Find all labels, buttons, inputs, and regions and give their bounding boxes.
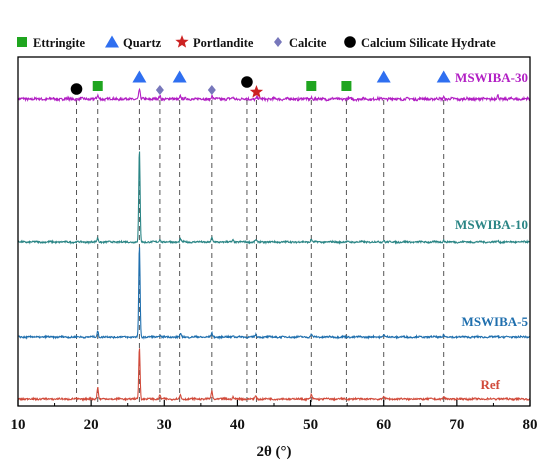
circle-icon xyxy=(344,36,356,48)
square-icon xyxy=(92,81,103,91)
series-label: MSWIBA-10 xyxy=(455,217,528,232)
legend-item: Calcium Silicate Hydrate xyxy=(344,36,496,50)
phase-guide-lines xyxy=(76,100,445,406)
plot-frame xyxy=(17,56,531,407)
star-icon xyxy=(175,35,189,48)
legend-item: Calcite xyxy=(274,36,327,50)
x-tick-label: 40 xyxy=(230,417,245,433)
triangle-icon xyxy=(132,70,147,83)
x-tick-label: 80 xyxy=(523,417,538,433)
legend-label: Quartz xyxy=(123,36,162,50)
legend-label: Calcium Silicate Hydrate xyxy=(361,36,496,50)
x-tick-label: 50 xyxy=(303,417,318,433)
legend-label: Portlandite xyxy=(193,36,254,50)
legend-item: Portlandite xyxy=(175,35,254,50)
star-icon xyxy=(249,85,264,98)
legend: Ettringite Quartz Portlandite Calcite Calciu… xyxy=(17,35,496,50)
series-labels: MSWIBA-30 MSWIBA-10 MSWIBA-5 Ref xyxy=(455,70,528,392)
x-tick-label: 30 xyxy=(157,417,172,433)
square-icon xyxy=(306,81,317,91)
diamond-icon xyxy=(207,85,216,95)
x-tick-label: 10 xyxy=(11,417,26,433)
triangle-icon xyxy=(172,70,187,83)
legend-label: Calcite xyxy=(289,36,327,50)
circle-icon xyxy=(70,83,83,95)
diamond-icon xyxy=(155,85,164,95)
legend-item: Ettringite xyxy=(17,36,86,50)
x-tick-label: 20 xyxy=(84,417,99,433)
circle-icon xyxy=(241,76,253,88)
triangle-icon xyxy=(105,35,119,48)
x-tick-label: 70 xyxy=(449,417,464,433)
xrd-trace xyxy=(17,151,530,245)
xrd-trace xyxy=(17,87,531,103)
x-axis-ticks: 10 20 30 40 50 60 70 80 xyxy=(11,400,538,433)
square-icon xyxy=(341,81,352,91)
series-label: MSWIBA-5 xyxy=(462,314,529,329)
square-icon xyxy=(17,37,27,47)
phase-markers xyxy=(70,70,451,98)
series-label: MSWIBA-30 xyxy=(455,70,528,85)
xrd-trace xyxy=(17,348,531,402)
series-label: Ref xyxy=(481,377,501,392)
legend-item: Quartz xyxy=(105,35,162,50)
legend-label: Ettringite xyxy=(33,36,86,50)
x-tick-label: 60 xyxy=(376,417,391,433)
diamond-icon xyxy=(274,37,282,47)
triangle-icon xyxy=(376,70,391,83)
xrd-trace xyxy=(17,247,531,340)
triangle-icon xyxy=(436,70,451,83)
xrd-traces xyxy=(17,87,531,402)
x-axis-title: 2θ (°) xyxy=(256,444,291,460)
